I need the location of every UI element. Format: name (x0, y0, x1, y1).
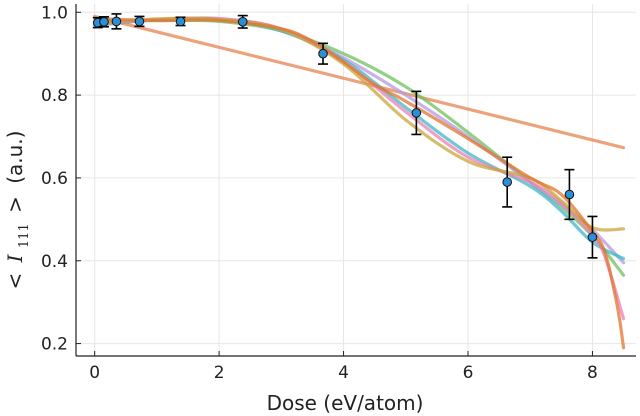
data-point (502, 177, 513, 187)
measurement-point-group (134, 15, 145, 28)
y-label-bracket-open: < (3, 273, 27, 290)
tick-labels: 0 2 4 6 8 0.2 0.4 0.6 0.8 1.0 (41, 3, 598, 383)
y-tick-label: 1.0 (41, 3, 68, 23)
y-label-bracket-close: > (3, 196, 27, 213)
x-tick-label: 2 (214, 363, 225, 383)
measurement-point-group (502, 156, 513, 208)
data-point (318, 48, 328, 59)
measurement-point-group (564, 168, 575, 221)
measurement-point-group (237, 14, 248, 29)
y-axis-label: < I 111 > (a.u.) (3, 131, 33, 290)
x-axis-label: Dose (eV/atom) (267, 391, 424, 415)
measurements (92, 13, 598, 259)
data-point (237, 17, 248, 27)
x-tick-label: 4 (338, 363, 349, 383)
fit-curve-3 (93, 16, 626, 265)
y-tick-label: 0.2 (41, 335, 68, 355)
data-point (587, 232, 598, 242)
measurement-point-group (111, 13, 122, 30)
data-point (564, 189, 575, 200)
data-point (175, 16, 186, 27)
y-tick-label: 0.8 (41, 86, 68, 106)
measurement-point-group (587, 215, 598, 259)
fit-curve-5 (93, 16, 626, 321)
data-point (411, 108, 422, 118)
y-tick-label: 0.4 (41, 252, 68, 272)
data-point (111, 16, 122, 27)
measurement-point-group (318, 42, 329, 65)
x-tick-label: 6 (463, 363, 474, 383)
y-label-symbol: I (3, 253, 27, 263)
measurement-point-group (411, 90, 422, 136)
grid (76, 4, 636, 356)
x-tick-label: 0 (89, 363, 100, 383)
y-tick-label: 0.6 (41, 169, 68, 189)
y-label-unit: (a.u.) (3, 131, 27, 184)
measurement-point-group (99, 16, 109, 28)
fit-curve-1 (93, 14, 626, 150)
data-point (134, 16, 145, 27)
fit-curve-4 (93, 17, 626, 261)
axes-frame (75, 4, 636, 357)
x-tick-label: 8 (587, 363, 598, 383)
data-point (99, 17, 109, 27)
fit-curve-2 (93, 18, 626, 277)
fit-curve-6 (93, 16, 626, 232)
measurement-point-group (175, 16, 186, 27)
fit-curves (93, 14, 626, 350)
y-label-subscript: 111 (17, 223, 32, 248)
